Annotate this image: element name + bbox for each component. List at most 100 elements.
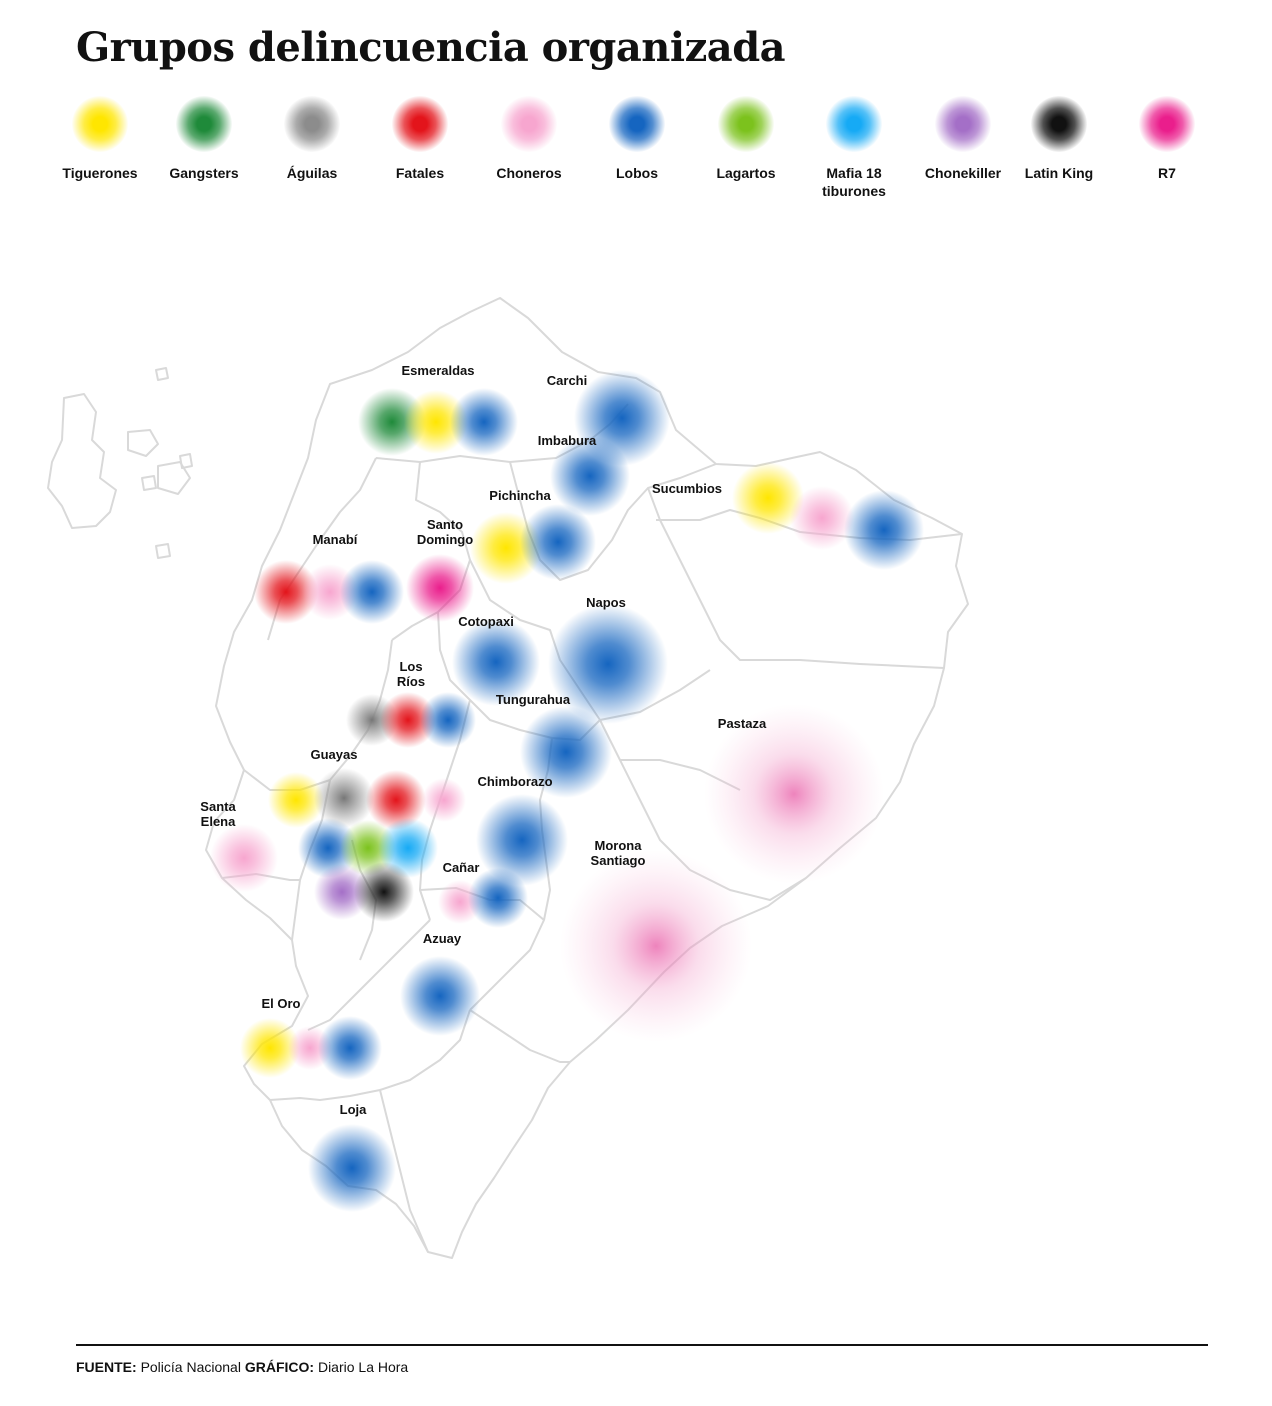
galapagos-island xyxy=(157,461,191,495)
country-outline xyxy=(205,297,969,1259)
province-label-pichincha: Pichincha xyxy=(489,488,551,503)
galapagos-island xyxy=(155,543,171,559)
legend-item-chonekiller: Chonekiller xyxy=(903,96,1023,182)
group-markers xyxy=(210,370,924,1212)
lagartos-swatch xyxy=(718,96,774,152)
legend-item-mafia-18-tiburones: Mafia 18 tiburones xyxy=(794,96,914,200)
gangsters-swatch xyxy=(176,96,232,152)
province-label-carchi: Carchi xyxy=(547,373,587,388)
marker-morona-santiago-r7 xyxy=(560,850,752,1042)
lobos-swatch xyxy=(609,96,665,152)
legend-item-lobos: Lobos xyxy=(577,96,697,182)
marker-esmeraldas-lobos xyxy=(450,388,518,456)
marker-azuay-lobos xyxy=(400,956,480,1036)
legend-label: Fatales xyxy=(395,165,445,181)
province-label-tungurahua: Tungurahua xyxy=(496,692,571,707)
province-label-esmeraldas: Esmeraldas xyxy=(402,363,475,378)
graphic-label: GRÁFICO: xyxy=(244,1359,315,1375)
legend: Tiguerones Gangsters Águilas Fatales Cho… xyxy=(0,96,1272,216)
province-label-el-oro: El Oro xyxy=(261,996,300,1011)
marker-pastaza-r7 xyxy=(704,704,884,884)
legend-item-gangsters: Gangsters xyxy=(144,96,264,182)
marker-el-oro-lobos xyxy=(318,1016,382,1080)
legend-item-fatales: Fatales xyxy=(360,96,480,182)
marker-loja-lobos xyxy=(308,1124,396,1212)
marker-guayas-choneros xyxy=(422,778,466,822)
footer-credits: FUENTE: Policía Nacional GRÁFICO: Diario… xyxy=(76,1359,408,1375)
province-label-imbabura: Imbabura xyxy=(538,433,597,448)
marker-el-oro-tiguerones xyxy=(240,1018,300,1078)
galapagos-island xyxy=(127,429,159,457)
marker-guayas-tiguerones xyxy=(268,772,324,828)
province-label-santa-elena: Santa Elena xyxy=(200,799,236,829)
province-label-santo-domingo: Santo Domingo xyxy=(417,517,473,547)
legend-label: R7 xyxy=(1158,165,1176,181)
province-label-pastaza: Pastaza xyxy=(718,716,767,731)
legend-item-r7: R7 xyxy=(1107,96,1227,182)
galapagos-island xyxy=(155,367,169,381)
legend-label: Latin King xyxy=(1024,165,1094,181)
province-label-sucumbios: Sucumbios xyxy=(652,481,722,496)
marker-tungurahua-lobos xyxy=(520,706,612,798)
marker-chimborazo-lobos xyxy=(476,794,568,886)
chonekiller-swatch xyxy=(935,96,991,152)
legend-item-aguilas: Águilas xyxy=(252,96,372,182)
marker-los-rios-lobos xyxy=(420,692,476,748)
choneros-swatch xyxy=(501,96,557,152)
marker-sucumbios-choneros xyxy=(790,486,854,550)
province-label-loja: Loja xyxy=(340,1102,367,1117)
marker-esmeraldas-tiguerones xyxy=(404,390,468,454)
marker-guayas-aguilas xyxy=(314,768,374,828)
tiguerones-swatch xyxy=(72,96,128,152)
legend-label: Lagartos xyxy=(716,165,776,181)
province-border xyxy=(647,487,945,669)
province-label-los-rios: Los Ríos xyxy=(397,659,425,689)
legend-label: Chonekiller xyxy=(924,165,1002,181)
marker-pichincha-lobos xyxy=(520,504,596,580)
footer-divider xyxy=(76,1344,1208,1346)
province-label-morona-santiago: Morona Santiago xyxy=(591,838,646,868)
mafia-18-tiburones-swatch xyxy=(826,96,882,152)
province-label-azuay: Azuay xyxy=(423,931,462,946)
graphic-value: Diario La Hora xyxy=(317,1359,409,1375)
province-border xyxy=(307,919,431,1031)
legend-label: Gangsters xyxy=(169,165,239,181)
province-label-manabi: Manabí xyxy=(313,532,358,547)
legend-item-tiguerones: Tiguerones xyxy=(40,96,160,182)
legend-label: Tiguerones xyxy=(62,165,138,181)
province-border xyxy=(469,1009,570,1063)
legend-label: Águilas xyxy=(286,165,338,181)
legend-item-latin-king: Latin King xyxy=(999,96,1119,182)
marker-guayas-chonekiller xyxy=(314,864,370,920)
legend-label: Mafia 18 tiburones xyxy=(822,165,886,199)
marker-manabi-fatales xyxy=(254,560,318,624)
marker-santa-elena-choneros xyxy=(210,824,278,892)
marker-guayas-mafia-18 xyxy=(378,818,438,878)
legend-item-choneros: Choneros xyxy=(469,96,589,182)
marker-cotopaxi-lobos xyxy=(452,618,540,706)
province-border xyxy=(379,1089,429,1253)
legend-item-lagartos: Lagartos xyxy=(686,96,806,182)
marker-guayas-lobos xyxy=(298,818,358,878)
province-label-guayas: Guayas xyxy=(311,747,358,762)
marker-canar-lobos xyxy=(468,868,528,928)
province-label-napo: Napos xyxy=(586,595,626,610)
legend-label: Choneros xyxy=(496,165,562,181)
province-label-chimborazo: Chimborazo xyxy=(477,774,552,789)
marker-sucumbios-tiguerones xyxy=(732,462,804,534)
fatales-swatch xyxy=(392,96,448,152)
marker-napo-lobos xyxy=(548,604,668,724)
aguilas-swatch xyxy=(284,96,340,152)
province-labels: Esmeraldas Carchi Imbabura Sucumbios Pic… xyxy=(200,363,767,1117)
marker-imbabura-lobos xyxy=(550,436,630,516)
legend-label: Lobos xyxy=(616,165,658,181)
latin-king-swatch xyxy=(1031,96,1087,152)
source-value: Policía Nacional xyxy=(140,1359,241,1375)
galapagos-island xyxy=(141,475,157,491)
page-title: Grupos delincuencia organizada xyxy=(76,24,786,71)
marker-guayas-fatales xyxy=(366,770,426,830)
marker-los-rios-fatales xyxy=(380,692,436,748)
galapagos-island xyxy=(47,393,117,529)
source-label: FUENTE: xyxy=(76,1359,137,1375)
